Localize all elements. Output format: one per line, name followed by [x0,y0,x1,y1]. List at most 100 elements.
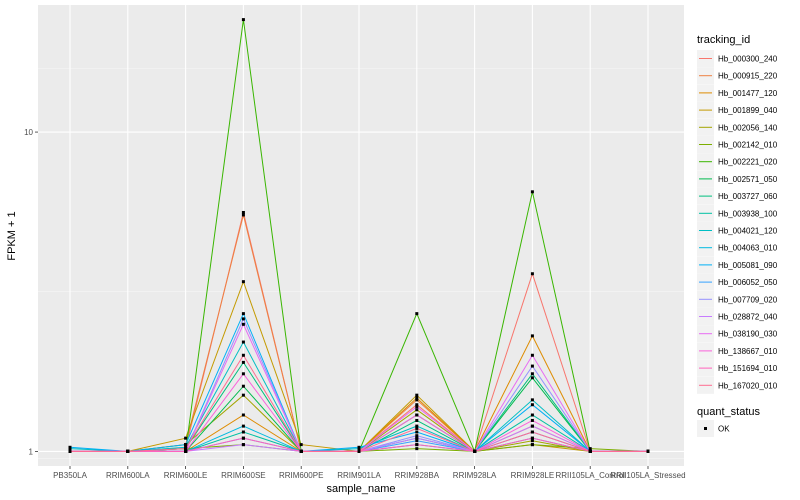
legend-label: Hb_005081_090 [718,261,778,270]
data-point [184,436,188,440]
data-point [415,405,419,409]
data-point [241,360,245,364]
data-point [415,408,419,412]
x-tick-label: RRIM928BA [395,471,440,480]
data-point [241,430,245,434]
y-axis-title: FPKM + 1 [6,211,18,260]
x-axis-title: sample_name [326,483,395,495]
data-points [68,18,650,453]
legend-label: Hb_001477_120 [718,89,778,98]
shape-legend-square [704,427,707,430]
legend-label: Hb_038190_030 [718,330,778,339]
data-point [530,436,534,440]
grid-major [38,5,684,466]
data-point [241,436,245,440]
data-point [241,372,245,376]
data-point [126,449,130,453]
data-point [530,413,534,417]
data-point [299,449,303,453]
legend-label: Hb_000915_220 [718,72,778,81]
legend-label: Hb_001899_040 [718,106,778,115]
data-point [241,317,245,321]
data-point [530,334,534,338]
legend-label: Hb_006052_050 [718,278,778,287]
data-point [415,434,419,438]
data-point [357,449,361,453]
legend-label: Hb_028872_040 [718,313,778,322]
data-point [241,340,245,344]
data-point [530,272,534,276]
data-point [415,424,419,428]
data-point [530,190,534,194]
legend-label: Hb_000300_240 [718,55,778,64]
data-point [646,449,650,453]
x-tick-label: RRIM600PE [279,471,323,480]
data-point [241,280,245,284]
x-tick-label: PB350LA [53,471,87,480]
data-point [415,436,419,440]
data-point [68,449,72,453]
data-point [530,364,534,368]
data-point [184,447,188,451]
x-axis: PB350LA RRIM600LA RRIM600LE RRIM600SE RRIM60… [53,466,686,480]
legend-label: Hb_167020_010 [718,381,778,390]
x-tick-label: RRIM901LA [337,471,381,480]
data-point [415,312,419,316]
data-point [530,443,534,447]
shape-legend-title: quant_status [697,406,760,418]
data-point [241,353,245,357]
data-point [241,322,245,326]
legend-label: Hb_002221_020 [718,158,778,167]
data-point [241,443,245,447]
data-point [415,447,419,451]
data-point [530,418,534,422]
x-tick-label: RRIM600LE [164,471,208,480]
data-point [415,396,419,400]
data-point [68,445,72,449]
data-point [241,312,245,316]
data-point [415,418,419,422]
x-tick-label: RRIM928LA [453,471,497,480]
legend: tracking_id Hb_000300_240Hb_000915_220Hb… [697,34,778,437]
data-point [415,426,419,430]
legend-label: Hb_003727_060 [718,192,778,201]
legend-title: tracking_id [697,34,750,46]
x-tick-label: RRII105LA_Stressed [610,471,685,480]
legend-label: Hb_002056_140 [718,123,778,132]
legend-label: Hb_002142_010 [718,141,778,150]
data-point [530,424,534,428]
x-tick-label: RRIM928LE [511,471,555,480]
data-point [241,213,245,217]
y-tick-label: 10 [24,128,33,137]
data-point [241,413,245,417]
shape-legend-label: OK [718,425,730,434]
data-point [530,403,534,407]
data-point [241,424,245,428]
data-point [415,413,419,417]
legend-label: Hb_003938_100 [718,209,778,218]
legend-label: Hb_002571_050 [718,175,778,184]
data-point [588,449,592,453]
data-point [299,443,303,447]
legend-items: Hb_000300_240 Hb_000915_220 Hb_001477_120 H… [697,50,778,394]
data-point [415,443,419,447]
y-tick-label: 1 [29,447,34,456]
data-point [241,18,245,22]
data-point [530,430,534,434]
data-point [241,384,245,388]
data-point [473,449,477,453]
data-point [530,372,534,376]
panel-background [38,5,684,466]
data-point [184,443,188,447]
data-point [415,393,419,397]
y-axis: 1 10 [24,128,38,456]
x-tick-label: RRIM600SE [221,471,265,480]
data-point [530,353,534,357]
legend-label: Hb_151694_010 [718,364,778,373]
data-point [184,449,188,453]
data-point [241,393,245,397]
shape-legend-items: OK [697,420,730,437]
data-point [241,210,245,214]
data-point [530,376,534,380]
